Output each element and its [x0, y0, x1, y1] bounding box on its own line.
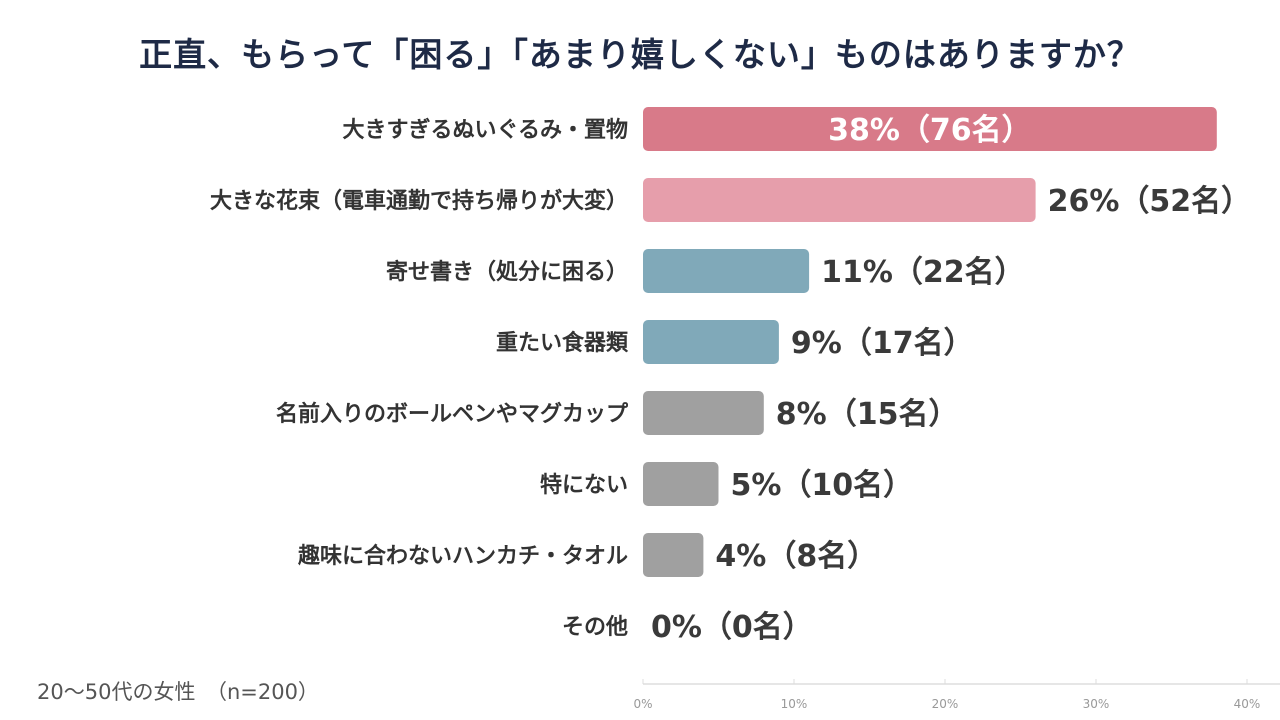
category-label: 大きな花束（電車通勤で持ち帰りが大変）: [210, 188, 628, 214]
bar: [643, 533, 704, 577]
x-tick-label: 10%: [781, 697, 808, 711]
data-label: 38%（76名）: [828, 113, 1032, 148]
category-label: 大きすぎるぬいぐるみ・置物: [342, 117, 628, 143]
x-tick-label: 40%: [1234, 697, 1261, 711]
bar: [643, 320, 779, 364]
data-label: 9%（17名）: [791, 326, 974, 361]
bar: [643, 391, 764, 435]
category-label: 寄せ書き（処分に困る）: [386, 259, 628, 285]
category-label: 趣味に合わないハンカチ・タオル: [297, 543, 628, 569]
bar: [643, 462, 719, 506]
sample-note: 20〜50代の女性 （n=200）: [37, 680, 319, 704]
data-label: 26%（52名）: [1048, 184, 1252, 219]
x-tick-label: 20%: [932, 697, 959, 711]
category-label: その他: [562, 615, 628, 640]
bar: [643, 178, 1036, 222]
category-label: 名前入りのボールペンやマグカップ: [276, 401, 629, 427]
data-label: 4%（8名）: [715, 539, 877, 574]
category-label: 重たい食器類: [496, 330, 629, 356]
category-label: 特にない: [540, 472, 628, 498]
data-label: 8%（15名）: [776, 397, 959, 432]
bar: [643, 107, 1217, 151]
chart-title: 正直、もらって「困る」「あまり嬉しくない」ものはありますか？: [139, 35, 1141, 74]
data-label: 5%（10名）: [731, 468, 914, 503]
x-tick-label: 30%: [1083, 697, 1110, 711]
data-label: 11%（22名）: [821, 255, 1025, 290]
x-tick-label: 0%: [633, 697, 652, 711]
bar: [643, 249, 810, 293]
data-label: 0%（0名）: [651, 610, 813, 645]
